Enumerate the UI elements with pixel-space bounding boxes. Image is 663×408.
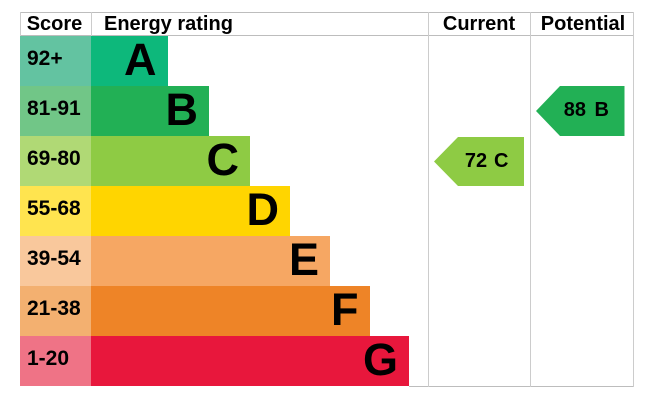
svg-text:B: B <box>595 99 609 121</box>
svg-text:C: C <box>494 150 508 172</box>
svg-text:72: 72 <box>465 150 487 172</box>
svg-text:88: 88 <box>564 99 586 121</box>
